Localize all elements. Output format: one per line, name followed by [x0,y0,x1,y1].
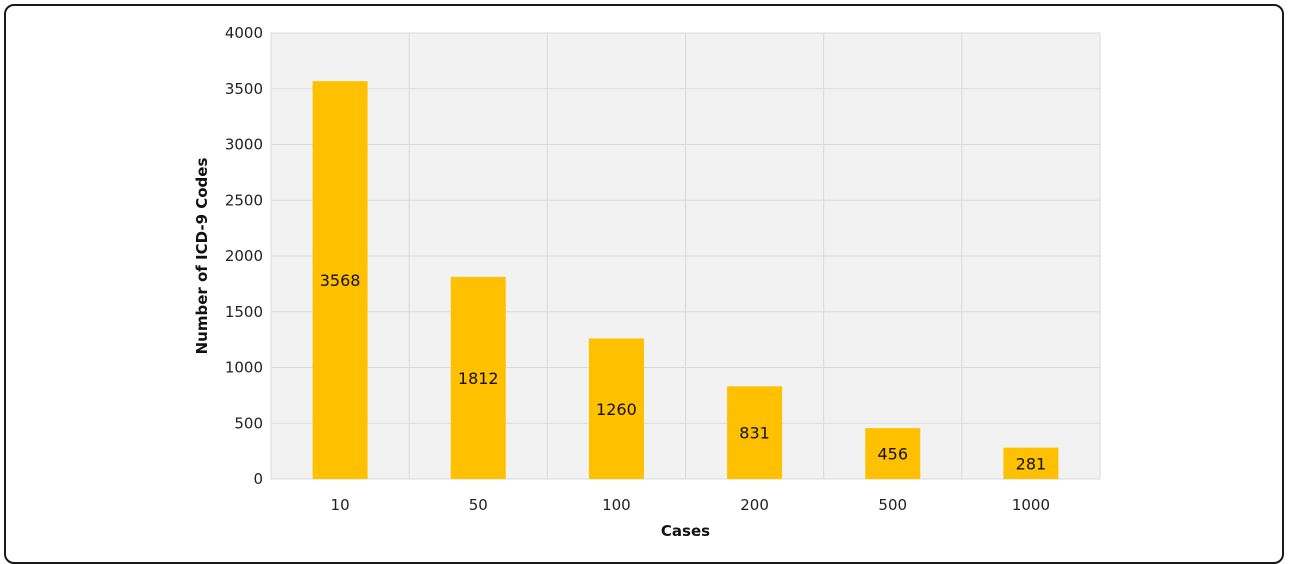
y-tick-label: 4000 [225,24,263,42]
x-tick-label: 1000 [1012,496,1050,514]
bar [588,338,644,479]
x-tick-label: 500 [878,496,907,514]
y-tick-label: 1500 [225,303,263,321]
bar-data-label: 281 [1016,454,1047,473]
y-tick-label: 500 [234,414,263,432]
gridlines [270,32,1101,480]
bar [450,276,506,479]
y-tick-label: 0 [253,470,263,488]
y-tick-label: 2500 [225,191,263,209]
bar-chart: 3568 1812 1260 831 456 281 0 500 1000 1500 2000 25… [193,24,1101,540]
y-tick-label: 1000 [225,359,263,377]
bar-data-label: 456 [877,445,908,464]
bar [727,386,783,479]
bar-data-label: 1260 [596,400,637,419]
x-tick-label: 50 [469,496,488,514]
y-tick-label: 2000 [225,247,263,265]
x-tick-label: 200 [740,496,769,514]
bar [865,428,921,479]
bars: 3568 1812 1260 831 456 281 [312,81,1059,479]
y-tick-label: 3000 [225,136,263,154]
bar-data-label: 831 [739,424,770,443]
x-axis-ticks: 10 50 100 200 500 1000 [331,496,1050,514]
bar [1003,447,1059,479]
x-tick-label: 10 [331,496,350,514]
x-axis-title: Cases [661,522,710,540]
bar [312,81,368,479]
y-axis-title: Number of ICD-9 Codes [193,158,211,355]
bar-data-label: 3568 [320,271,361,290]
x-tick-label: 100 [602,496,631,514]
y-tick-label: 3500 [225,80,263,98]
bar-data-label: 1812 [458,369,499,388]
y-axis-ticks: 0 500 1000 1500 2000 2500 3000 3500 4000 [225,24,263,488]
